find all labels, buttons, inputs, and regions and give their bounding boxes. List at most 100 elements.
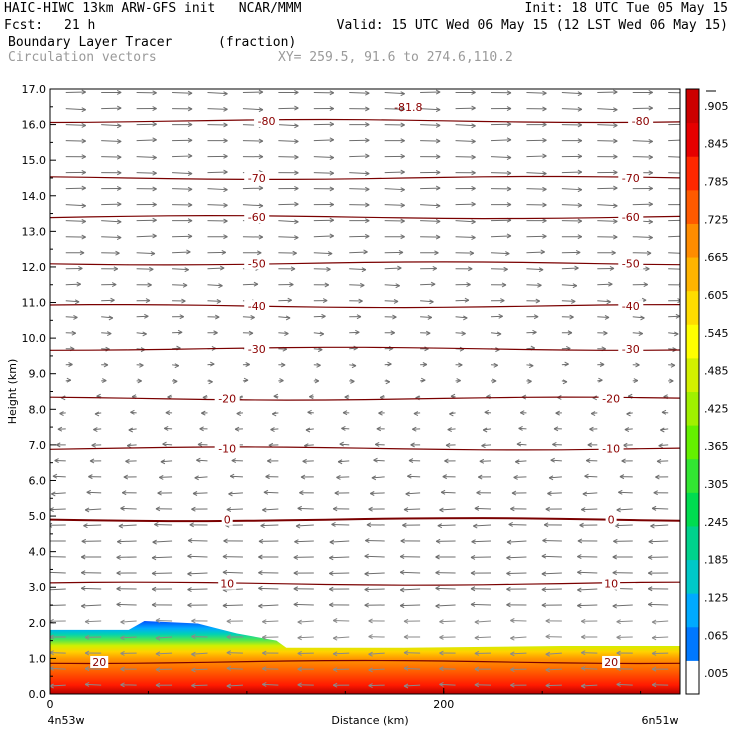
vector-arrow-head bbox=[365, 106, 370, 112]
vector-arrow bbox=[278, 236, 299, 239]
vector-arrow bbox=[155, 636, 173, 639]
vector-arrow bbox=[172, 92, 193, 94]
vector-arrow-head bbox=[329, 137, 335, 143]
colorbar-label: .305 bbox=[704, 478, 729, 491]
vector-arrow bbox=[403, 684, 421, 687]
vector-arrow-head bbox=[651, 651, 657, 656]
vector-arrow-head bbox=[425, 330, 431, 336]
vector-arrow-head bbox=[506, 555, 511, 561]
vector-arrow-head bbox=[226, 618, 232, 624]
vector-arrow bbox=[207, 188, 228, 191]
vector-arrow-head bbox=[84, 650, 90, 656]
x-start-location: 4n53w bbox=[48, 714, 85, 727]
vector-arrow-head bbox=[400, 538, 405, 544]
vector-arrow bbox=[370, 492, 385, 495]
vector-arrow-head bbox=[506, 170, 512, 176]
vector-arrow-head bbox=[675, 313, 680, 319]
vector-arrow-head bbox=[510, 618, 515, 623]
vector-arrow bbox=[632, 156, 653, 158]
vector-arrow-head bbox=[52, 473, 58, 479]
vector-arrow-head bbox=[368, 618, 373, 624]
vector-arrow-head bbox=[435, 185, 441, 191]
vector-arrow bbox=[50, 667, 66, 670]
vector-arrow-head bbox=[137, 378, 142, 384]
vector-arrow bbox=[242, 187, 263, 190]
vector-arrow-head bbox=[491, 378, 497, 384]
vector-arrow bbox=[333, 620, 350, 622]
vector-arrow-head bbox=[223, 218, 228, 224]
vector-arrow-head bbox=[189, 522, 194, 528]
vector-arrow-head bbox=[400, 153, 405, 159]
vector-arrow bbox=[384, 300, 399, 302]
vector-arrow bbox=[242, 108, 263, 111]
vector-arrow-head bbox=[653, 490, 658, 496]
vector-arrow-head bbox=[294, 154, 299, 160]
vector-arrow-head bbox=[81, 138, 86, 144]
vector-arrow bbox=[668, 172, 680, 174]
colorbar-label: .065 bbox=[704, 629, 729, 642]
vector-arrow bbox=[136, 139, 157, 142]
vector-arrow bbox=[455, 299, 469, 302]
contour-label: 0 bbox=[224, 514, 231, 527]
colorbar-swatch bbox=[686, 525, 699, 561]
vector-arrow bbox=[547, 492, 562, 495]
vector-arrow bbox=[331, 523, 350, 526]
vector-arrow bbox=[668, 268, 680, 270]
vector-arrow bbox=[297, 620, 314, 623]
vector-arrow-head bbox=[613, 169, 618, 175]
colorbar-swatch bbox=[686, 156, 699, 191]
vector-arrow-head bbox=[658, 443, 663, 449]
field-units: (fraction) bbox=[218, 35, 297, 50]
vector-arrow-head bbox=[613, 138, 618, 144]
vector-arrow-head bbox=[336, 474, 341, 480]
vector-arrow-head bbox=[405, 491, 410, 497]
vector-arrow-head bbox=[429, 299, 434, 305]
vector-arrow bbox=[172, 251, 191, 254]
vector-arrow-head bbox=[292, 250, 297, 256]
vector-arrow-head bbox=[648, 105, 653, 111]
vector-arrow-head bbox=[399, 554, 405, 560]
vector-arrow bbox=[368, 652, 385, 655]
vector-arrow-head bbox=[633, 378, 639, 384]
vector-arrow-head bbox=[368, 683, 373, 689]
vector-arrow bbox=[404, 508, 421, 511]
vector-arrow-head bbox=[329, 602, 334, 608]
vector-arrow-head bbox=[518, 425, 523, 431]
vector-arrow-head bbox=[670, 362, 676, 368]
vector-arrow-head bbox=[435, 89, 441, 95]
vector-arrow-head bbox=[307, 409, 312, 415]
vector-arrow-head bbox=[590, 411, 596, 416]
vector-arrow bbox=[561, 300, 576, 302]
vector-arrow-head bbox=[91, 442, 96, 448]
vector-arrow bbox=[50, 588, 66, 591]
vector-arrow-head bbox=[355, 329, 360, 335]
vector-arrow-head bbox=[297, 651, 302, 656]
vector-arrow-head bbox=[116, 219, 122, 225]
vector-arrow-head bbox=[542, 90, 547, 96]
vector-arrow-head bbox=[613, 107, 618, 113]
vector-arrow bbox=[333, 636, 350, 639]
vector-arrow bbox=[50, 604, 66, 607]
vector-arrow bbox=[120, 620, 137, 623]
vector-arrow-head bbox=[510, 682, 515, 688]
vector-arrow-head bbox=[289, 282, 294, 287]
vector-arrow-head bbox=[365, 90, 370, 96]
vector-arrow bbox=[652, 636, 669, 639]
vector-arrow-head bbox=[577, 202, 583, 208]
vector-arrow bbox=[632, 316, 645, 319]
vector-arrow-head bbox=[271, 411, 277, 417]
vector-arrow bbox=[187, 572, 208, 575]
vector-arrow bbox=[455, 140, 476, 142]
vector-arrow-head bbox=[545, 506, 550, 512]
vector-arrow-head bbox=[163, 425, 169, 431]
vector-arrow-head bbox=[651, 505, 657, 511]
vector-arrow-head bbox=[606, 299, 611, 305]
vector-arrow-head bbox=[294, 219, 299, 225]
vector-arrow-head bbox=[427, 315, 433, 320]
vector-arrow-head bbox=[297, 635, 302, 641]
vector-arrow-head bbox=[458, 362, 463, 368]
vector-arrow bbox=[101, 220, 122, 223]
vector-arrow-head bbox=[258, 603, 263, 609]
vector-arrow-head bbox=[439, 650, 444, 656]
